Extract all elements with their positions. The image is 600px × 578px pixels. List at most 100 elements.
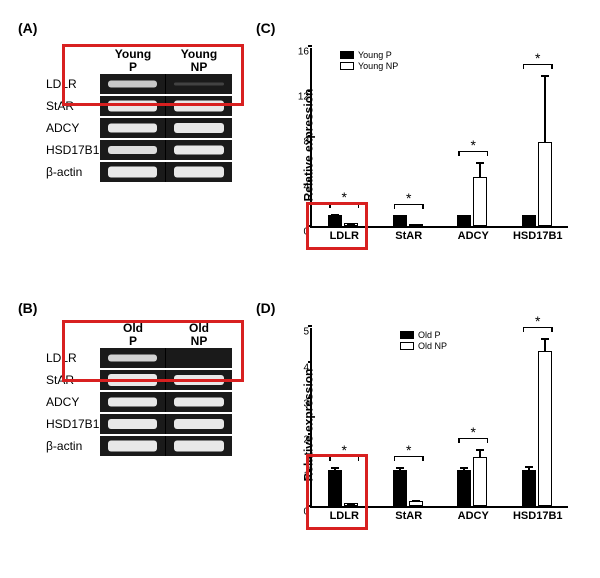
gel-b-band-3-0 — [108, 419, 157, 429]
gel-panel-b: OldPOldNP LDLR StAR ADCY HSD17B1β-actin — [46, 322, 232, 458]
gel-a-row-ldlr: LDLR — [46, 74, 232, 94]
gel-a-lane-1-1 — [166, 96, 232, 116]
chart-d-sig-star-0: * — [342, 442, 347, 458]
gel-b-lane-4-0 — [100, 436, 166, 456]
gel-b-band-4-0 — [108, 441, 157, 452]
chart-c-bar-star-p — [393, 215, 407, 226]
panel-label-b: (B) — [18, 300, 37, 316]
gel-b-lane-2-1 — [166, 392, 232, 412]
gel-b-row-adcy: ADCY — [46, 392, 232, 412]
gel-a-label-4: β-actin — [46, 165, 100, 179]
gel-b-label-1: StAR — [46, 373, 100, 387]
chart-c-err-ldlr-np — [350, 223, 352, 224]
gel-b-row-hsd17b1: HSD17B1 — [46, 414, 232, 434]
gel-a-label-3: HSD17B1 — [46, 143, 100, 157]
chart-c-err-adcy-np — [479, 162, 481, 178]
chart-d-ytick-2: 2 — [303, 435, 312, 446]
gel-a-band-3-1 — [174, 146, 224, 155]
gel-a-row-adcy: ADCY — [46, 118, 232, 138]
chart-panel-d: Relative expression 012345LDLR*StAR*ADCY… — [310, 328, 568, 508]
chart-d-bar-adcy-p — [457, 470, 471, 506]
gel-b-lane-1-0 — [100, 370, 166, 390]
gel-b-label-2: ADCY — [46, 395, 100, 409]
gel-b-header-0: OldP — [100, 322, 166, 348]
chart-d-err-adcy-p — [463, 467, 465, 471]
chart-d-legend-text-0: Old P — [418, 330, 441, 340]
gel-a-lane-3-1 — [166, 140, 232, 160]
chart-d-err-hsd17b1-p — [528, 466, 530, 471]
gel-b-row-β-actin: β-actin — [46, 436, 232, 456]
gel-b-band-1-0 — [108, 374, 157, 386]
gel-b-label-0: LDLR — [46, 351, 100, 365]
chart-c-xlabel-0: LDLR — [330, 226, 359, 242]
gel-b-headers: OldPOldNP — [100, 322, 232, 348]
gel-a-band-2-1 — [174, 123, 224, 133]
chart-d-xlabel-2: ADCY — [458, 506, 489, 522]
chart-c-err-star-np — [415, 224, 417, 225]
gel-b-lane-4-1 — [166, 436, 232, 456]
panel-label-a: (A) — [18, 20, 37, 36]
chart-c-legend-text-1: Young NP — [358, 61, 398, 71]
chart-c-group-adcy — [457, 177, 487, 227]
chart-d-ytick-1: 1 — [303, 471, 312, 482]
gel-a-label-2: ADCY — [46, 121, 100, 135]
chart-d-sig-star-3: * — [535, 313, 540, 329]
chart-c-ytick-16: 16 — [298, 47, 312, 58]
chart-d-group-ldlr — [328, 470, 358, 506]
gel-b-lane-0-1 — [166, 348, 232, 368]
gel-b-band-2-0 — [108, 398, 157, 407]
chart-d-xlabel-3: HSD17B1 — [513, 506, 563, 522]
chart-c-sig-star-3: * — [535, 50, 540, 66]
gel-a-lane-0-0 — [100, 74, 166, 94]
chart-c-err-ldlr-p — [334, 214, 336, 216]
chart-d-xlabel-0: LDLR — [330, 506, 359, 522]
gel-b-band-1-1 — [174, 375, 224, 385]
chart-d-bar-hsd17b1-p — [522, 470, 536, 506]
chart-c-group-star — [393, 215, 423, 226]
gel-a-lane-2-1 — [166, 118, 232, 138]
gel-b-header-1: OldNP — [166, 322, 232, 348]
chart-d-bar-star-p — [393, 470, 407, 506]
gel-b-lane-3-0 — [100, 414, 166, 434]
chart-d-bar-ldlr-p — [328, 470, 342, 506]
panel-label-d: (D) — [256, 300, 275, 316]
chart-d-ytick-3: 3 — [303, 399, 312, 410]
gel-b-row-ldlr: LDLR — [46, 348, 232, 368]
gel-a-band-1-1 — [174, 101, 224, 112]
chart-d-legend-item-0: Old P — [400, 330, 447, 340]
gel-b-band-3-1 — [174, 419, 224, 429]
chart-c-ytick-12: 12 — [298, 92, 312, 103]
panel-label-c: (C) — [256, 20, 275, 36]
gel-a-row-hsd17b1: HSD17B1 — [46, 140, 232, 160]
chart-c-sig-star-0: * — [342, 189, 347, 205]
gel-b-lane-2-0 — [100, 392, 166, 412]
gel-panel-a: YoungPYoungNP LDLR StAR ADCY HSD17B1 β-actin — [46, 48, 232, 184]
chart-d-err-ldlr-np — [350, 503, 352, 504]
gel-a-band-4-0 — [108, 167, 157, 178]
chart-d-err-adcy-np — [479, 449, 481, 458]
chart-d-ytick-4: 4 — [303, 363, 312, 374]
gel-a-lane-3-0 — [100, 140, 166, 160]
chart-c-group-hsd17b1 — [522, 142, 552, 226]
gel-a-band-1-0 — [108, 101, 157, 112]
gel-a-lane-1-0 — [100, 96, 166, 116]
chart-c-err-hsd17b1-p — [528, 215, 530, 216]
chart-c-sig-star-2: * — [471, 137, 476, 153]
chart-c-bar-ldlr-p — [328, 215, 342, 226]
chart-c-ytick-4: 4 — [303, 182, 312, 193]
gel-a-header-0: YoungP — [100, 48, 166, 74]
gel-b-band-4-1 — [174, 441, 224, 452]
chart-c-group-ldlr — [328, 215, 358, 226]
gel-a-band-0-1 — [174, 83, 224, 86]
chart-d-ytick-5: 5 — [303, 327, 312, 338]
chart-c-xlabel-3: HSD17B1 — [513, 226, 563, 242]
gel-b-row-star: StAR — [46, 370, 232, 390]
gel-a-header-1: YoungNP — [166, 48, 232, 74]
chart-c-err-hsd17b1-np — [544, 75, 546, 143]
gel-b-lane-3-1 — [166, 414, 232, 434]
chart-d-area: 012345LDLR*StAR*ADCY*HSD17B1* — [310, 328, 568, 508]
chart-c-legend-text-0: Young P — [358, 50, 392, 60]
gel-a-label-1: StAR — [46, 99, 100, 113]
chart-d-group-star — [393, 470, 423, 506]
chart-c-ytick-8: 8 — [303, 137, 312, 148]
